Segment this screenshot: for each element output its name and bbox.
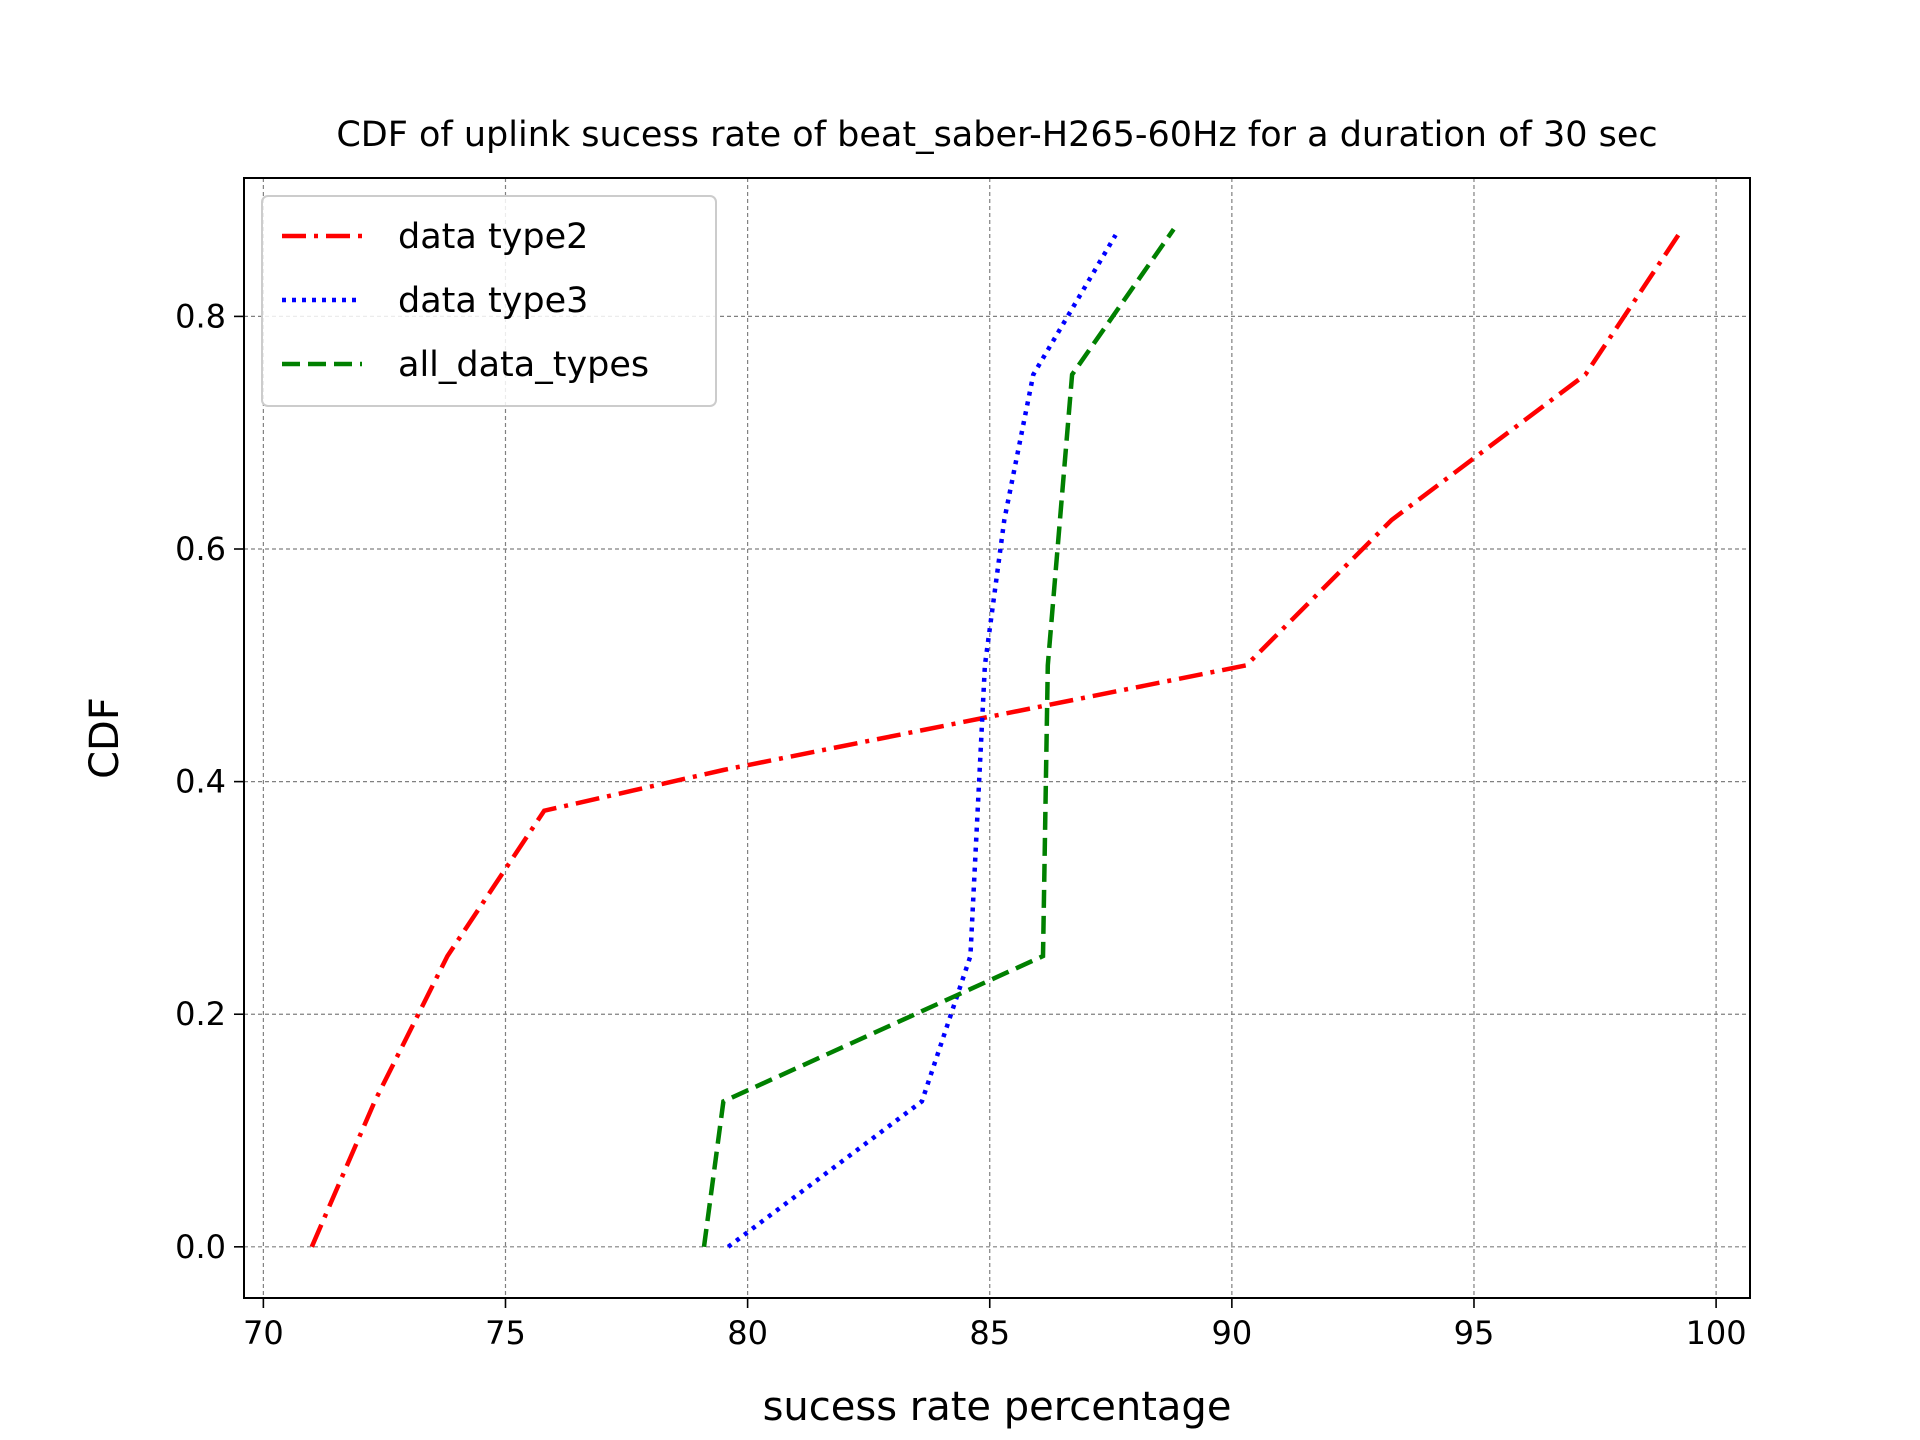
x-tick-label: 95	[1454, 1314, 1495, 1352]
series-layer	[309, 227, 1685, 1249]
legend: data type2 data type3 all_data_types	[261, 195, 717, 407]
series-line-data-type2	[309, 227, 1685, 1248]
y-tick-label: 0.4	[175, 763, 226, 801]
y-axis-title: CDF	[82, 697, 128, 779]
grid	[244, 178, 1750, 1298]
x-axis-title: sucess rate percentage	[763, 1384, 1232, 1430]
legend-label: all_data_types	[398, 345, 649, 385]
x-tick-label: 100	[1686, 1314, 1747, 1352]
x-tick-label: 80	[727, 1314, 768, 1352]
x-tick-label: 85	[969, 1314, 1010, 1352]
y-tick-label: 0.0	[175, 1228, 226, 1266]
y-tick-label: 0.2	[175, 995, 226, 1033]
y-tick-label: 0.6	[175, 530, 226, 568]
y-tick-label: 0.8	[175, 297, 226, 335]
chart-title: CDF of uplink sucess rate of beat_saber-…	[336, 115, 1657, 155]
series-line-data-type3	[726, 233, 1118, 1249]
legend-label: data type3	[398, 281, 588, 321]
series-line-all-data-types	[701, 227, 1176, 1248]
x-tick-label: 70	[243, 1314, 284, 1352]
x-tick-label: 75	[485, 1314, 526, 1352]
plot-area-frame	[243, 177, 1751, 1299]
x-tick-label: 90	[1211, 1314, 1252, 1352]
ticks: 70 75 80 85 90 95 100 0.0 0.2 0.4 0.6 0.8	[175, 297, 1747, 1352]
legend-label: data type2	[398, 217, 588, 257]
legend-box	[261, 195, 717, 407]
